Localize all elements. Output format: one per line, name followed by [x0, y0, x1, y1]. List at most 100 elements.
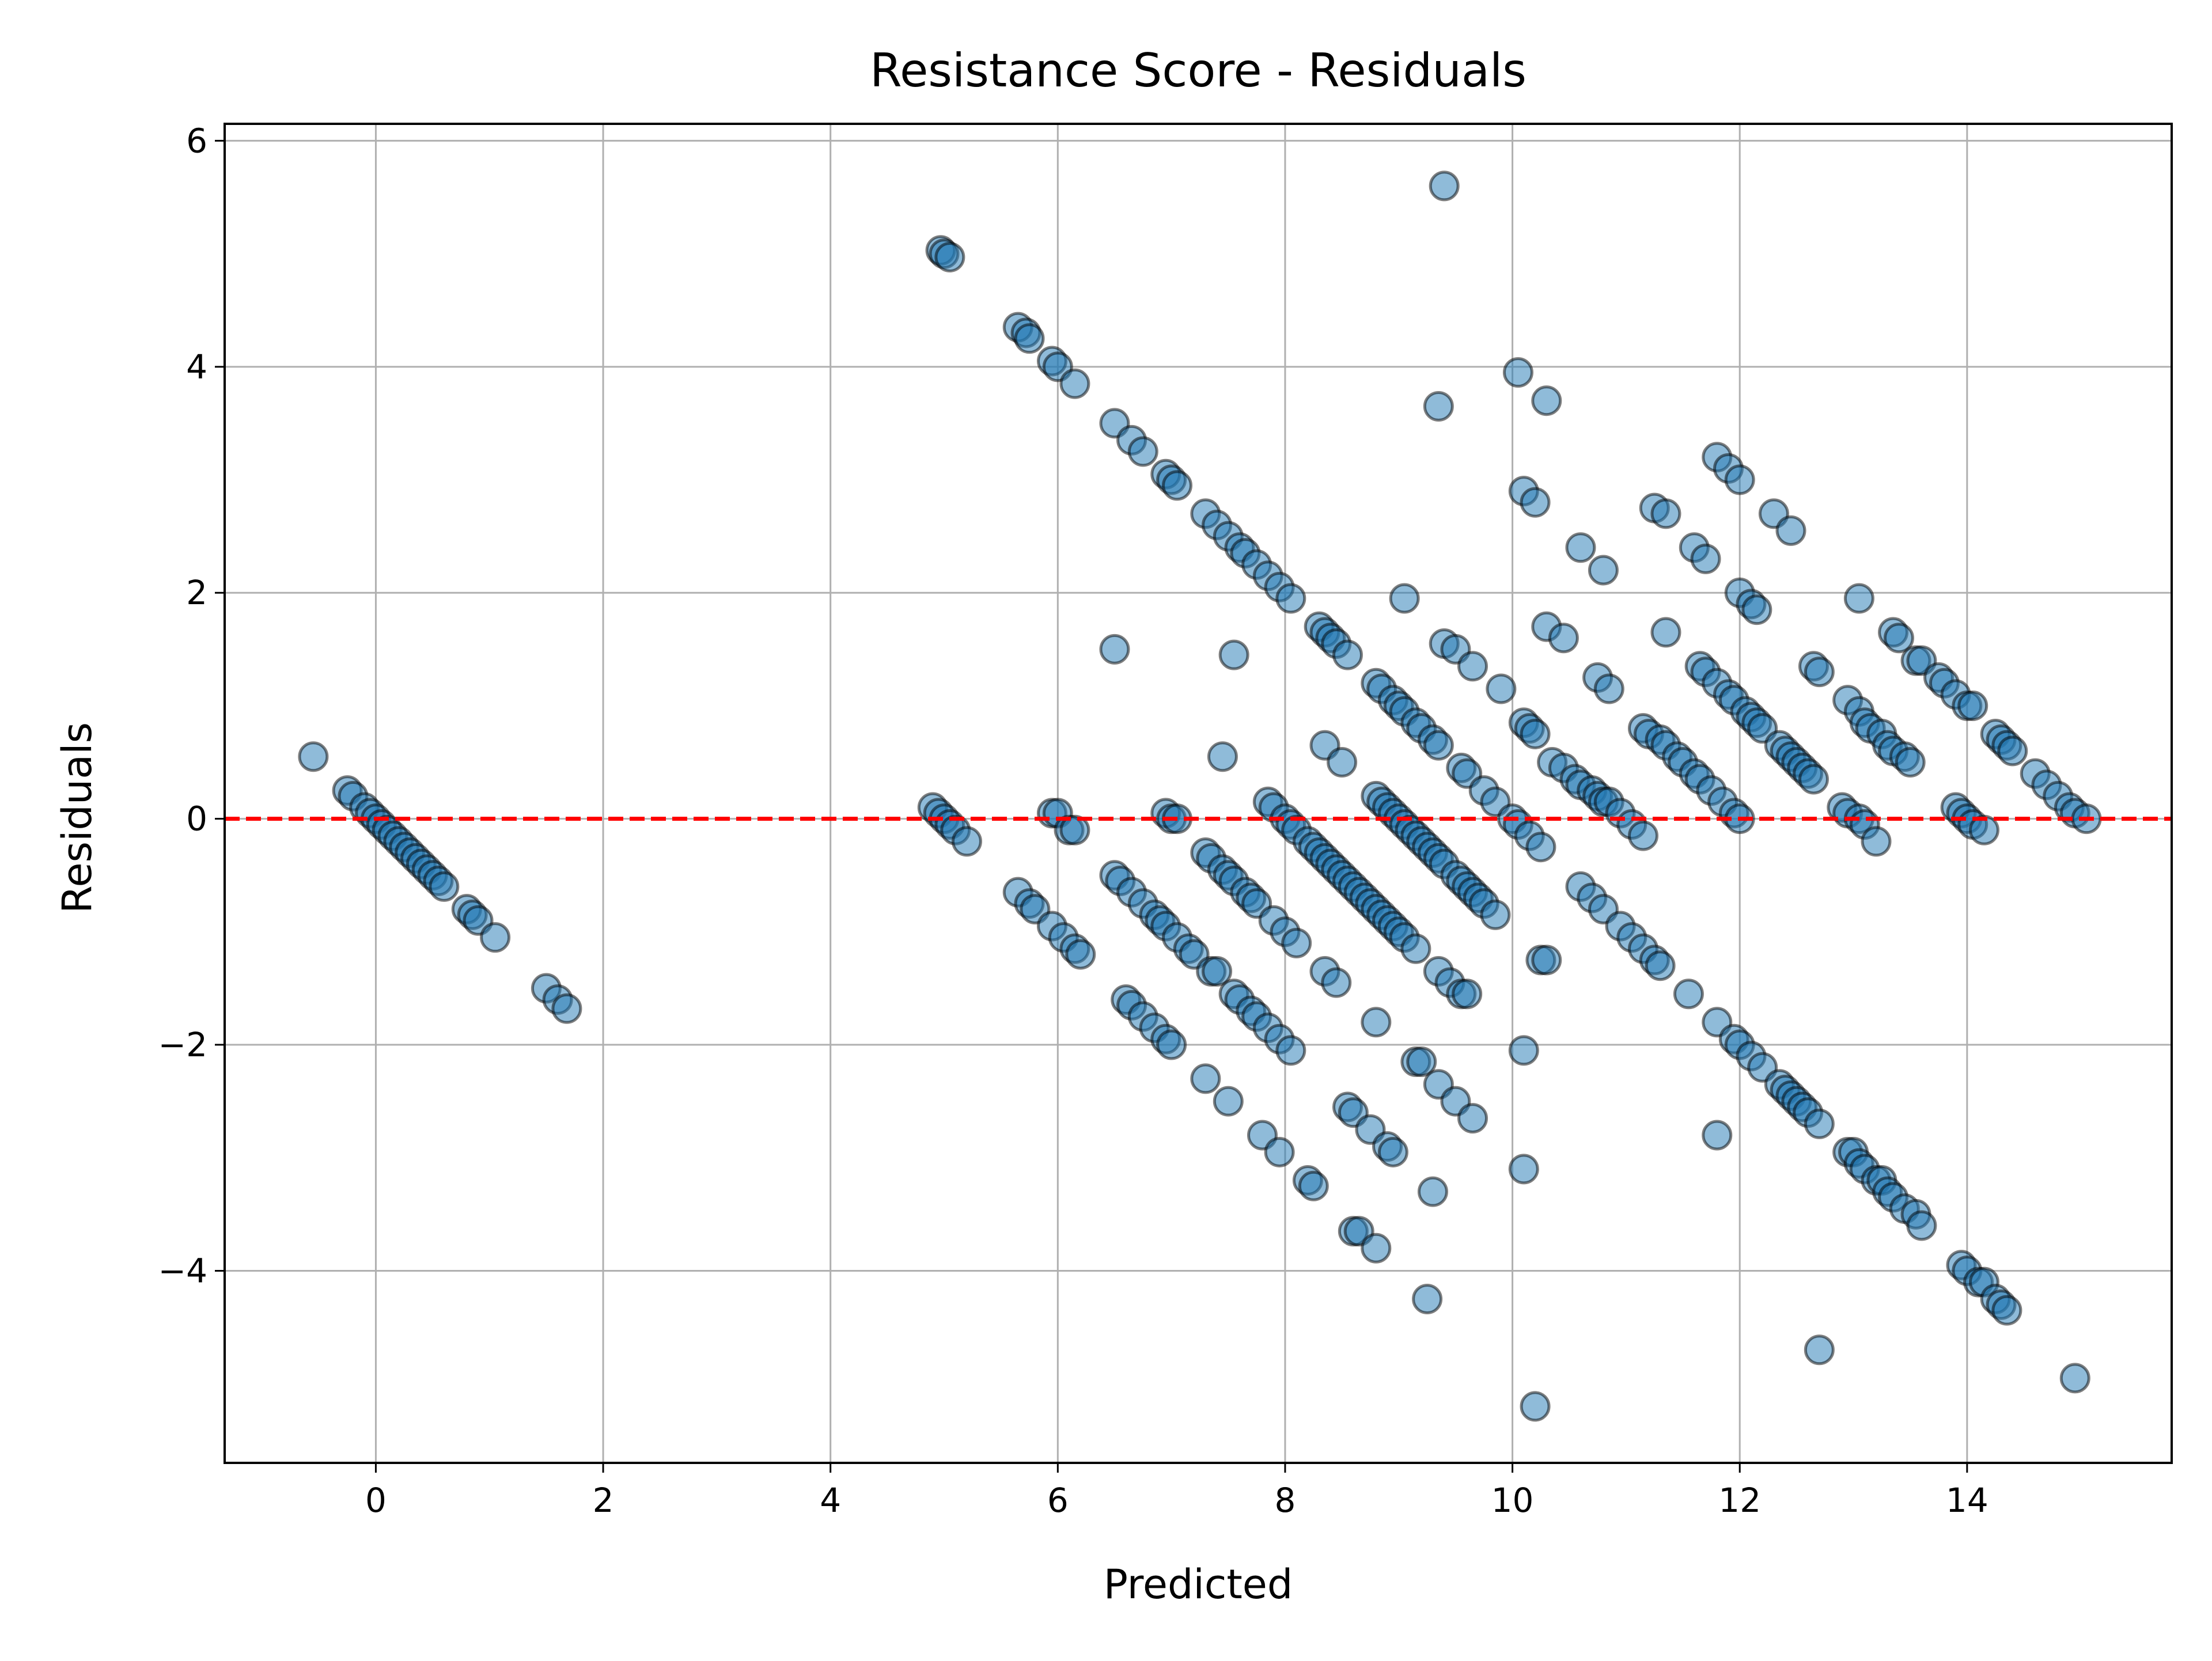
scatter-point	[1099, 634, 1130, 665]
scatter-point	[1588, 555, 1619, 586]
scatter-point	[1400, 933, 1431, 964]
y-tick-label: 0	[186, 799, 207, 839]
scatter-point	[1508, 1154, 1539, 1185]
scatter-point	[1452, 979, 1483, 1010]
scatter-point	[1650, 498, 1681, 529]
scatter-point	[1627, 820, 1658, 851]
scatter-point	[1361, 1007, 1392, 1038]
scatter-point	[1429, 170, 1460, 202]
scatter-point	[1520, 718, 1551, 749]
scatter-point	[1423, 391, 1454, 422]
scatter-point	[1327, 747, 1358, 778]
scatter-point	[1480, 899, 1511, 930]
scatter-point	[1065, 939, 1096, 970]
scatter-point	[1502, 357, 1533, 388]
y-tick-label: 2	[186, 573, 207, 612]
scatter-point	[1389, 583, 1420, 614]
scatter-point	[298, 741, 329, 772]
scatter-point	[1332, 639, 1363, 670]
scatter-point	[1804, 1334, 1835, 1366]
scatter-point	[934, 242, 965, 273]
scatter-point	[1724, 464, 1755, 495]
scatter-point	[1843, 583, 1874, 614]
scatter-point	[1804, 657, 1835, 688]
y-tick-label: 6	[186, 121, 207, 160]
x-tick-label: 0	[365, 1481, 387, 1520]
x-tick-label: 4	[820, 1481, 841, 1520]
scatter-point	[1645, 950, 1676, 981]
scatter-point	[1014, 323, 1045, 354]
scatter-point	[1508, 1035, 1539, 1066]
scatter-point	[1417, 1176, 1448, 1207]
x-tick-label: 10	[1491, 1481, 1534, 1520]
scatter-point	[1957, 690, 1988, 721]
scatter-point	[1650, 617, 1681, 648]
x-tick-label: 8	[1274, 1481, 1296, 1520]
scatter-point	[1798, 764, 1829, 795]
y-axis-label: Residuals	[54, 722, 101, 913]
y-tick-label: −4	[158, 1251, 208, 1290]
scatter-point	[1423, 730, 1454, 761]
scatter-points	[298, 170, 2102, 1422]
scatter-point	[1486, 673, 1517, 704]
scatter-point	[1520, 487, 1551, 518]
scatter-point	[1377, 1136, 1408, 1167]
scatter-point	[429, 871, 460, 902]
y-axis-ticks: −4 −2 0 2 4 6	[158, 121, 225, 1290]
x-tick-label: 12	[1718, 1481, 1761, 1520]
scatter-point	[1207, 741, 1238, 772]
y-tick-label: −2	[158, 1025, 208, 1064]
scatter-point	[1190, 1063, 1221, 1094]
scatter-point	[1895, 747, 1926, 778]
scatter-point	[2059, 1363, 2090, 1394]
scatter-point	[1213, 1086, 1244, 1117]
x-tick-label: 6	[1047, 1481, 1069, 1520]
scatter-point	[1565, 532, 1596, 563]
scatter-point	[1883, 623, 1914, 654]
x-axis-label: Predicted	[1104, 1561, 1293, 1608]
scatter-point	[1593, 673, 1624, 704]
plot-frame	[224, 123, 2173, 1464]
y-tick-label: 4	[186, 347, 207, 386]
scatter-point	[551, 993, 582, 1024]
scatter-point	[1861, 826, 1892, 857]
scatter-point	[1997, 735, 2028, 767]
scatter-point	[1412, 1284, 1443, 1315]
scatter-point	[951, 826, 982, 857]
scatter-point	[1690, 543, 1721, 574]
scatter-point	[1281, 927, 1312, 958]
scatter-point	[1127, 436, 1158, 467]
scatter-point	[1275, 1035, 1306, 1066]
x-tick-label: 14	[1946, 1481, 1988, 1520]
chart-title: Resistance Score - Residuals	[870, 44, 1527, 97]
scatter-point	[1264, 1136, 1295, 1167]
scatter-point	[1059, 814, 1090, 845]
scatter-point	[1457, 1103, 1488, 1134]
scatter-point	[1520, 1391, 1551, 1422]
scatter-point	[1673, 979, 1704, 1010]
scatter-point	[1548, 623, 1579, 654]
scatter-point	[480, 922, 511, 953]
scatter-point	[1161, 470, 1192, 501]
scatter-point	[1525, 832, 1556, 863]
scatter-point	[1059, 368, 1090, 399]
scatter-point	[1968, 814, 1999, 845]
scatter-point	[1457, 651, 1488, 682]
scatter-point	[1702, 1120, 1733, 1151]
scatter-point	[1804, 1108, 1835, 1139]
scatter-point	[1991, 1295, 2022, 1326]
scatter-point	[1741, 594, 1772, 625]
scatter-point	[1321, 967, 1352, 998]
scatter-point	[1361, 1233, 1392, 1264]
scatter-point	[1218, 639, 1249, 670]
scatter-point	[1906, 1210, 1937, 1241]
scatter-point	[1531, 945, 1562, 976]
scatter-point	[1775, 515, 1806, 546]
scatter-point	[1156, 1029, 1187, 1060]
scatter-point	[1406, 1046, 1437, 1077]
scatter-point	[1531, 385, 1562, 416]
scatter-point	[1298, 1170, 1329, 1201]
x-tick-label: 2	[593, 1481, 614, 1520]
